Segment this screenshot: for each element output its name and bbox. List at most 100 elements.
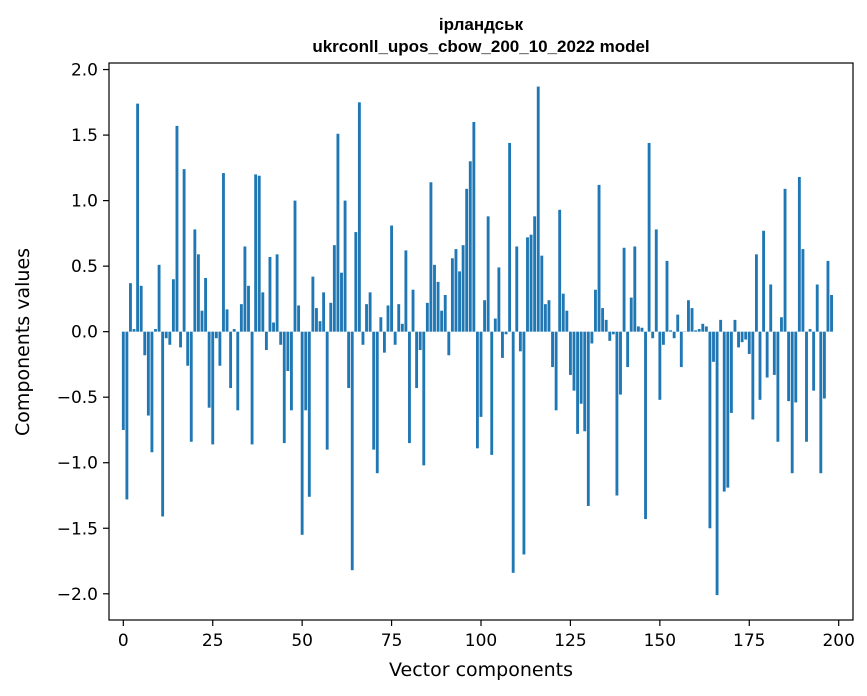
bar xyxy=(132,329,136,332)
bar xyxy=(189,331,193,442)
bar xyxy=(758,331,762,400)
bar xyxy=(300,331,304,535)
bar xyxy=(690,308,694,332)
bar xyxy=(715,331,719,596)
x-tick-label: 75 xyxy=(381,631,403,651)
chart-title: ірландськ xyxy=(439,15,524,34)
bar xyxy=(665,260,669,332)
bar xyxy=(697,329,701,332)
bar xyxy=(561,293,565,332)
bar xyxy=(808,329,812,332)
bar xyxy=(672,331,676,339)
bar xyxy=(508,142,512,332)
bar xyxy=(182,169,186,332)
bar xyxy=(722,331,726,492)
bar xyxy=(347,331,351,389)
bar xyxy=(418,331,422,351)
bar xyxy=(329,302,333,332)
bar xyxy=(322,292,326,332)
bar xyxy=(701,323,705,332)
bar xyxy=(196,254,200,332)
bar xyxy=(729,331,733,413)
bar xyxy=(357,102,361,332)
chart-subtitle: ukrconll_upos_cbow_200_10_2022 model xyxy=(312,37,649,56)
bar xyxy=(433,264,436,332)
bar xyxy=(229,331,233,389)
bar xyxy=(529,234,533,332)
bar xyxy=(622,247,626,332)
bar xyxy=(225,309,229,332)
bar xyxy=(787,331,791,402)
x-tick-label: 150 xyxy=(644,631,676,651)
bar xyxy=(468,161,472,332)
bar xyxy=(694,330,698,332)
bar xyxy=(436,281,440,332)
bar xyxy=(783,188,787,332)
bar xyxy=(386,305,390,332)
y-tick-label: 0.5 xyxy=(71,257,98,277)
bar xyxy=(368,292,372,332)
bar xyxy=(121,331,125,430)
bar xyxy=(475,331,479,449)
bar xyxy=(801,249,805,332)
bar xyxy=(382,331,386,353)
bar xyxy=(139,285,143,332)
bar xyxy=(393,331,397,345)
bar xyxy=(826,260,830,332)
bar xyxy=(629,297,633,332)
x-tick-label: 100 xyxy=(465,631,497,651)
y-tick-label: 2.0 xyxy=(71,61,98,81)
bar xyxy=(790,331,794,474)
bar xyxy=(179,331,182,348)
bar xyxy=(658,331,662,400)
x-axis-label: Vector components xyxy=(389,659,573,681)
bar xyxy=(211,331,215,445)
bar xyxy=(354,232,358,332)
bar xyxy=(704,326,708,332)
bar xyxy=(515,246,519,332)
bar xyxy=(214,331,218,339)
bar xyxy=(751,331,755,420)
bar xyxy=(264,331,268,351)
bar xyxy=(350,331,354,571)
bar xyxy=(733,319,737,332)
bar xyxy=(289,331,293,411)
bar xyxy=(601,308,605,332)
bar xyxy=(626,331,630,368)
x-tick-label: 0 xyxy=(118,631,129,651)
bar xyxy=(830,294,833,332)
bar xyxy=(644,331,647,520)
bar xyxy=(712,331,715,362)
bar xyxy=(597,184,601,332)
bar xyxy=(236,331,240,411)
bar xyxy=(651,331,655,339)
bar xyxy=(676,314,680,332)
bar xyxy=(164,331,168,339)
bar xyxy=(719,319,723,332)
bar xyxy=(282,331,286,444)
bar xyxy=(146,331,150,416)
bar xyxy=(797,177,801,332)
bar xyxy=(472,121,476,332)
y-tick-label: 1.5 xyxy=(71,126,98,146)
bar xyxy=(604,319,608,332)
bar xyxy=(479,331,483,417)
bar xyxy=(458,271,461,332)
bar xyxy=(272,322,275,332)
bar xyxy=(247,285,250,332)
bar xyxy=(261,292,265,332)
bar xyxy=(737,331,740,348)
x-tick-label: 125 xyxy=(554,631,586,651)
bar xyxy=(769,284,773,332)
bar xyxy=(361,331,365,345)
bar xyxy=(822,331,826,399)
bar xyxy=(543,304,547,332)
bar xyxy=(222,173,225,332)
bar xyxy=(404,250,408,332)
bar xyxy=(633,246,637,332)
bar xyxy=(661,331,665,345)
bar xyxy=(129,283,132,332)
bar xyxy=(390,225,394,332)
bar xyxy=(186,331,190,366)
bar xyxy=(611,331,615,335)
